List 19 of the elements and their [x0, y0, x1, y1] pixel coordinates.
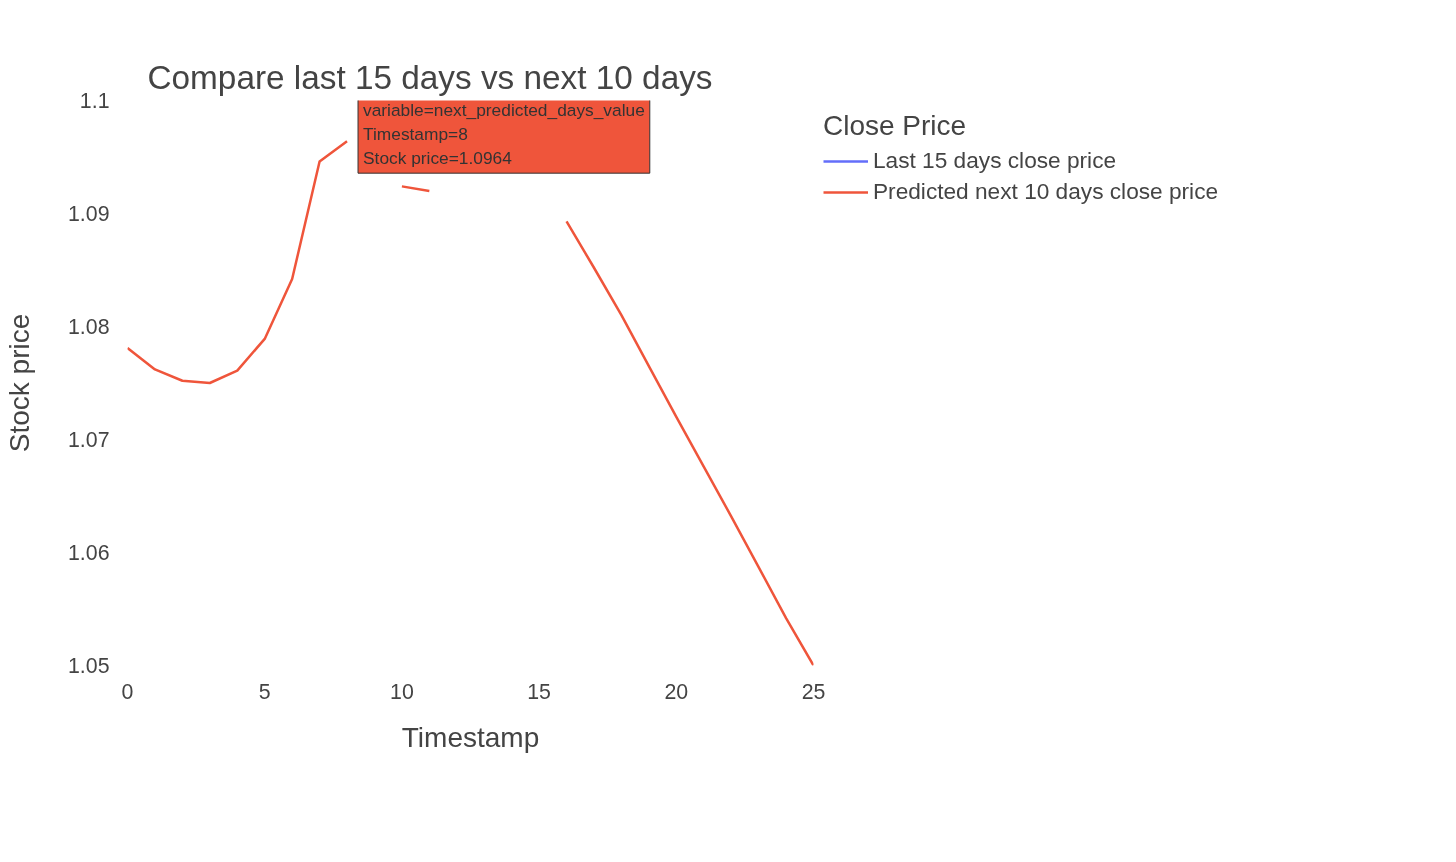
- x-tick-label: 10: [390, 679, 414, 704]
- annotation: variable=next_predicted_days_value Timestamp=8 Stock price=1.0964: [363, 100, 645, 169]
- x-tick-label: 5: [258, 679, 271, 704]
- y-axis-title: Stock price: [3, 313, 35, 453]
- legend-label: Predicted next 10 days close price: [873, 178, 1219, 205]
- legend-title: Close Price: [823, 110, 968, 142]
- y-tick-label: 1.09: [67, 202, 110, 226]
- y-tick-label: 1.06: [67, 541, 110, 565]
- x-tick-label: 15: [527, 679, 551, 704]
- y-tick-label: 1.1: [79, 89, 110, 113]
- y-tick-label: 1.08: [67, 315, 110, 339]
- y-tick-label: 1.05: [67, 654, 110, 678]
- x-tick-label: 0: [121, 679, 134, 704]
- x-axis-title: Timestamp: [401, 721, 540, 753]
- chart-title: Compare last 15 days vs next 10 days: [147, 58, 713, 96]
- x-tick-label: 25: [801, 679, 826, 704]
- y-tick-label: 1.07: [67, 428, 110, 452]
- x-tick-label: 20: [664, 679, 689, 704]
- legend-label: Last 15 days close price: [873, 147, 1117, 174]
